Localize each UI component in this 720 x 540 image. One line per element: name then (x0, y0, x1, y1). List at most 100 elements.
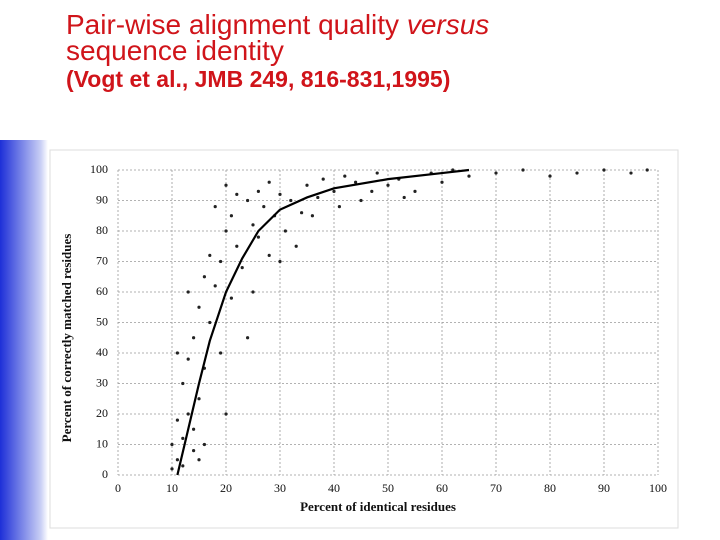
point (267, 253, 271, 257)
point (186, 357, 190, 361)
x-tick-label: 10 (166, 481, 178, 495)
point (548, 174, 552, 178)
y-axis-label: Percent of correctly matched residues (59, 234, 74, 443)
point (316, 195, 320, 200)
side-bar (0, 140, 48, 540)
point (224, 183, 228, 187)
x-tick-label: 70 (490, 481, 502, 495)
point (197, 458, 201, 462)
point (337, 205, 341, 209)
point (310, 214, 314, 218)
point (305, 183, 309, 187)
point (224, 412, 228, 416)
point (170, 442, 174, 447)
point (440, 180, 444, 184)
point (402, 195, 406, 200)
point (246, 198, 250, 203)
x-tick-label: 40 (328, 481, 340, 495)
point (213, 284, 217, 288)
point (332, 189, 336, 193)
point (321, 177, 325, 181)
point (208, 320, 212, 325)
title-italic: versus (406, 9, 490, 40)
point (283, 229, 287, 233)
point (175, 418, 179, 422)
point (375, 171, 379, 175)
point (235, 244, 239, 248)
x-tick-label: 90 (598, 481, 610, 495)
point (386, 183, 390, 187)
point (240, 266, 244, 270)
point (354, 180, 358, 184)
slide-title: Pair-wise alignment quality versus (66, 9, 490, 40)
y-tick-label: 50 (96, 314, 108, 328)
y-tick-label: 30 (96, 375, 108, 389)
x-axis-label: Percent of identical residues (300, 499, 456, 514)
point (208, 253, 212, 257)
point (494, 171, 498, 175)
point (219, 259, 223, 264)
point (224, 229, 228, 233)
point (192, 427, 196, 431)
point (192, 449, 196, 453)
point (300, 211, 304, 215)
title-text: Pair-wise alignment quality (66, 9, 400, 40)
point (413, 189, 417, 193)
y-tick-label: 20 (96, 406, 108, 420)
point (235, 192, 239, 196)
point (197, 397, 201, 401)
point (202, 442, 206, 447)
point (175, 351, 179, 355)
x-tick-label: 100 (649, 481, 667, 495)
point (197, 305, 201, 309)
x-tick-label: 30 (274, 481, 286, 495)
point (289, 198, 293, 203)
point (229, 296, 233, 300)
point (575, 171, 579, 175)
y-tick-label: 40 (96, 345, 108, 359)
point (467, 174, 471, 178)
y-tick-label: 90 (96, 192, 108, 206)
point (181, 381, 185, 386)
y-tick-label: 60 (96, 284, 108, 298)
point (256, 189, 260, 193)
point (175, 458, 179, 462)
point (256, 235, 260, 239)
point (278, 192, 282, 196)
point (186, 290, 190, 294)
point (251, 290, 255, 294)
y-tick-label: 10 (96, 436, 108, 450)
x-tick-label: 80 (544, 481, 556, 495)
fit-curve (176, 168, 470, 476)
point (262, 205, 266, 209)
point (192, 336, 196, 340)
point (251, 223, 255, 227)
point (629, 171, 633, 175)
point (213, 205, 217, 209)
point (181, 436, 185, 440)
point (278, 259, 282, 264)
subtitle: (Vogt et al., JMB 249, 816-831,1995) (66, 66, 451, 92)
point (246, 336, 250, 340)
y-tick-label: 0 (102, 467, 108, 481)
point (294, 244, 298, 248)
y-tick-label: 70 (96, 253, 108, 267)
point (170, 467, 174, 471)
title-text: sequence identity (66, 35, 284, 66)
slide-title: sequence identity (66, 35, 284, 66)
point (343, 174, 347, 178)
chart-panel (49, 149, 679, 529)
x-tick-label: 60 (436, 481, 448, 495)
point (267, 180, 271, 184)
point (202, 275, 206, 279)
y-tick-label: 100 (90, 162, 108, 176)
point (359, 198, 363, 203)
point (181, 464, 185, 468)
x-tick-label: 20 (220, 481, 232, 495)
point (645, 168, 649, 172)
point (219, 351, 223, 355)
point (229, 214, 233, 218)
y-tick-label: 80 (96, 223, 108, 237)
